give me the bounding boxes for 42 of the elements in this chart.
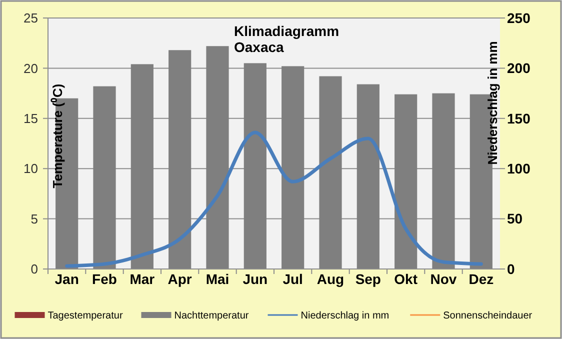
- y2-tick-label: 50: [507, 210, 523, 227]
- bar: [244, 63, 266, 269]
- y2-tick-label: 150: [507, 110, 531, 126]
- line-series: [65, 130, 483, 268]
- bar: [282, 66, 304, 269]
- legend-label: Nachttemperatur: [174, 310, 250, 322]
- y-axis-title: Temperature (⁰C): [50, 84, 65, 188]
- y-tick-label: 15: [24, 110, 38, 126]
- bar: [206, 46, 229, 269]
- x-tick-label: Dez: [468, 271, 494, 287]
- bar: [319, 76, 342, 269]
- x-tick-label: Feb: [92, 271, 117, 287]
- x-tick-label: Aug: [316, 271, 344, 287]
- y2-axis-title: Niederschlag in mm: [485, 41, 500, 165]
- x-tick-label: Jun: [242, 271, 268, 287]
- text: Klimadiagramm Oaxaca: [234, 23, 340, 55]
- bar: [432, 93, 455, 269]
- y-tick-label: 0: [30, 262, 38, 277]
- x-tick-label: Jan: [54, 271, 79, 287]
- y-tick-label: 10: [24, 161, 38, 176]
- x-tick-label: Okt: [394, 271, 418, 287]
- y-tick-label: 25: [24, 10, 38, 26]
- bar: [356, 84, 380, 269]
- bar: [93, 86, 116, 269]
- x-tick-label: Nov: [430, 271, 457, 287]
- legend-label: Tagestemperatur: [48, 310, 124, 322]
- bar: [168, 50, 192, 269]
- legend-label: Niederschlag in mm: [300, 310, 390, 322]
- y2-tick-label: 250: [507, 10, 531, 26]
- y2-tick-label: 200: [507, 60, 531, 76]
- legend-label: Sonnenscheindauer: [443, 310, 533, 322]
- x-tick-label: Mai: [206, 271, 230, 287]
- x-tick-label: Apr: [168, 271, 192, 287]
- x-tick-label: Sep: [355, 271, 382, 287]
- y-tick-label: 5: [30, 211, 38, 226]
- bar: [130, 64, 154, 269]
- y-tick-label: 20: [24, 60, 38, 76]
- y2-tick-label: 0: [507, 260, 515, 277]
- y2-tick-label: 100: [507, 160, 531, 176]
- x-tick-label: Jul: [282, 271, 303, 287]
- bar: [394, 94, 418, 269]
- x-tick-label: Mar: [130, 271, 156, 287]
